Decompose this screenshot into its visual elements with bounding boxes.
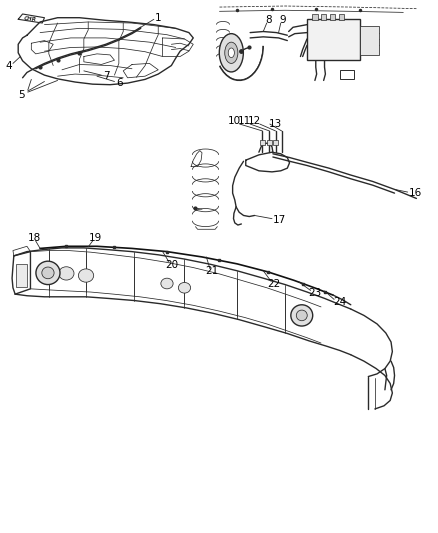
- Bar: [260, 140, 264, 146]
- Text: 20: 20: [164, 260, 177, 270]
- Text: 22: 22: [267, 279, 280, 289]
- Ellipse shape: [59, 266, 74, 280]
- Text: 5: 5: [18, 90, 25, 100]
- Text: 9: 9: [279, 15, 285, 26]
- Text: 21: 21: [205, 266, 218, 276]
- Ellipse shape: [36, 261, 60, 285]
- Ellipse shape: [224, 42, 237, 63]
- Ellipse shape: [290, 305, 312, 326]
- Text: 8: 8: [265, 15, 271, 26]
- Text: 12: 12: [247, 116, 261, 126]
- Text: 1: 1: [155, 13, 161, 23]
- Text: PN: PN: [343, 72, 350, 77]
- FancyBboxPatch shape: [306, 19, 359, 60]
- Bar: [15, 264, 27, 287]
- Ellipse shape: [178, 282, 190, 293]
- Text: 16: 16: [408, 188, 421, 198]
- Bar: [267, 140, 271, 146]
- Text: 23: 23: [307, 288, 321, 298]
- Ellipse shape: [160, 278, 173, 289]
- Ellipse shape: [296, 310, 307, 321]
- Text: 19: 19: [88, 233, 102, 243]
- Ellipse shape: [78, 269, 93, 282]
- Text: 10: 10: [227, 116, 240, 126]
- Text: CHR: CHR: [24, 15, 37, 22]
- Bar: [329, 14, 334, 20]
- Bar: [320, 14, 325, 20]
- Text: 18: 18: [27, 233, 40, 243]
- Ellipse shape: [42, 267, 54, 279]
- Text: 17: 17: [272, 215, 286, 225]
- Text: 24: 24: [332, 297, 346, 307]
- Text: 11: 11: [238, 116, 251, 126]
- Bar: [273, 140, 277, 146]
- Bar: [339, 70, 353, 79]
- Text: 7: 7: [103, 71, 110, 81]
- Bar: [338, 14, 343, 20]
- Text: 13: 13: [268, 119, 282, 129]
- Text: 6: 6: [116, 78, 123, 88]
- Bar: [311, 14, 317, 20]
- FancyBboxPatch shape: [359, 26, 378, 55]
- Text: 4: 4: [5, 61, 12, 70]
- Ellipse shape: [228, 48, 234, 58]
- Ellipse shape: [219, 34, 243, 72]
